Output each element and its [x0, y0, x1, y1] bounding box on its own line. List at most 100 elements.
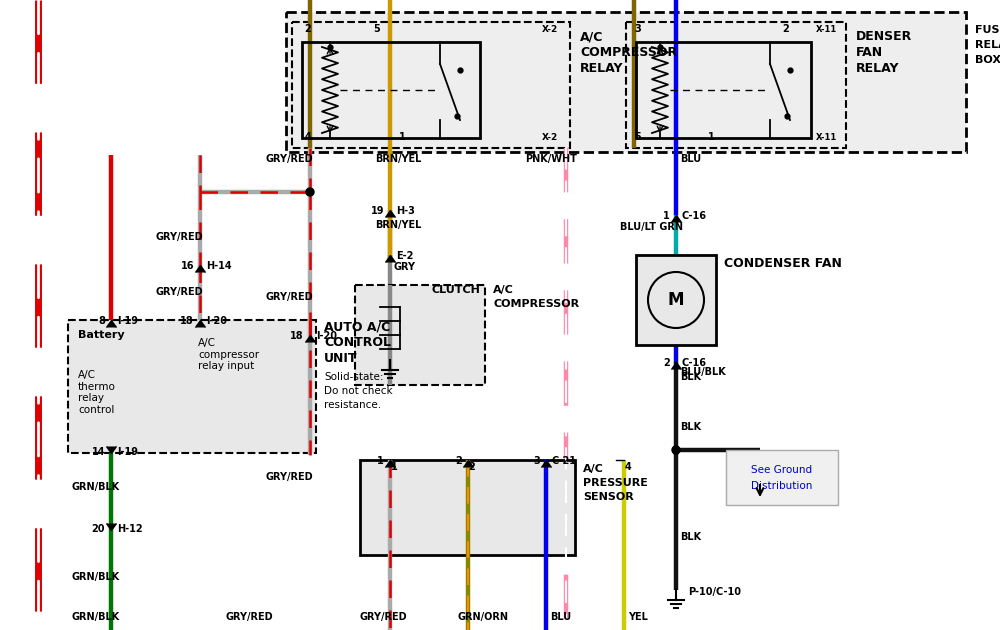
- Circle shape: [672, 446, 680, 454]
- Circle shape: [306, 188, 314, 196]
- Text: DENSER: DENSER: [856, 30, 912, 43]
- Text: GRY/RED: GRY/RED: [155, 287, 203, 297]
- Text: 5: 5: [374, 24, 380, 34]
- Text: RELAY: RELAY: [856, 62, 900, 75]
- Text: 1: 1: [708, 132, 714, 142]
- Text: COMPRESSOR: COMPRESSOR: [580, 46, 677, 59]
- Text: SENSOR: SENSOR: [583, 492, 634, 502]
- Text: C-16: C-16: [682, 358, 707, 368]
- Text: BLK: BLK: [680, 372, 701, 382]
- Text: H-3: H-3: [396, 206, 415, 216]
- Bar: [636, 42, 811, 138]
- Bar: [292, 22, 570, 148]
- Bar: [286, 12, 966, 152]
- Text: CONDENSER FAN: CONDENSER FAN: [724, 257, 842, 270]
- Text: RELAY: RELAY: [580, 62, 624, 75]
- Text: 19: 19: [370, 206, 384, 216]
- Text: BOX: BOX: [975, 55, 1000, 65]
- Bar: [636, 255, 716, 345]
- Text: GRN/BLK: GRN/BLK: [72, 572, 120, 582]
- Bar: [626, 22, 846, 148]
- Text: 14: 14: [92, 447, 105, 457]
- Text: Do not check: Do not check: [324, 386, 393, 396]
- Text: BLU/BLK: BLU/BLK: [680, 367, 726, 377]
- Text: H-14: H-14: [206, 261, 232, 271]
- Bar: [68, 320, 316, 453]
- Text: C-16: C-16: [682, 211, 707, 221]
- Text: A/C: A/C: [583, 464, 604, 474]
- Text: I-20: I-20: [316, 331, 337, 341]
- Text: BLK: BLK: [680, 422, 701, 432]
- Text: 2: 2: [455, 456, 462, 466]
- Text: 16: 16: [180, 261, 194, 271]
- Text: GRN/BLK: GRN/BLK: [72, 612, 120, 622]
- Text: CONTROL: CONTROL: [324, 336, 391, 349]
- Text: 3: 3: [635, 24, 641, 34]
- Text: X-2: X-2: [542, 25, 558, 34]
- Bar: [726, 450, 838, 505]
- Text: FUSE/: FUSE/: [975, 25, 1000, 35]
- Circle shape: [648, 272, 704, 328]
- Text: 18: 18: [180, 316, 194, 326]
- Text: PRESSURE: PRESSURE: [583, 478, 648, 488]
- Text: I-20: I-20: [206, 316, 227, 326]
- Text: 2: 2: [663, 358, 670, 368]
- Text: See Ground: See Ground: [751, 465, 813, 475]
- Text: M: M: [668, 291, 684, 309]
- Text: Distribution: Distribution: [751, 481, 813, 491]
- Text: UNIT: UNIT: [324, 352, 358, 365]
- Text: GRY/RED: GRY/RED: [225, 612, 273, 622]
- Text: BLK: BLK: [680, 532, 701, 542]
- Text: 2: 2: [305, 24, 311, 34]
- Bar: [355, 285, 485, 385]
- Text: 20: 20: [92, 524, 105, 534]
- Text: BLU/LT GRN: BLU/LT GRN: [620, 222, 683, 232]
- Text: 4: 4: [305, 132, 311, 142]
- Text: GRY/RED: GRY/RED: [265, 292, 313, 302]
- Text: A/C: A/C: [493, 285, 514, 295]
- Text: 1: 1: [391, 462, 397, 472]
- Text: Battery: Battery: [78, 330, 125, 340]
- Text: 4: 4: [625, 462, 631, 472]
- Text: BRN/YEL: BRN/YEL: [375, 154, 421, 164]
- Text: X-11: X-11: [815, 25, 837, 34]
- Text: 1: 1: [377, 456, 384, 466]
- Text: GRY: GRY: [393, 262, 415, 272]
- Text: I-19: I-19: [117, 316, 138, 326]
- Text: GRN/BLK: GRN/BLK: [72, 482, 120, 492]
- Text: YEL: YEL: [628, 612, 648, 622]
- Text: GRY/RED: GRY/RED: [155, 232, 203, 242]
- Text: GRY/RED: GRY/RED: [360, 612, 408, 622]
- Text: CLUTCH: CLUTCH: [431, 285, 480, 295]
- Text: C-21: C-21: [552, 456, 577, 466]
- Text: BRN/YEL: BRN/YEL: [375, 220, 421, 230]
- Text: GRY/RED: GRY/RED: [265, 154, 313, 164]
- Text: PNK/WHT: PNK/WHT: [525, 154, 577, 164]
- Text: GRN/ORN: GRN/ORN: [458, 612, 509, 622]
- Text: 8: 8: [98, 316, 105, 326]
- Text: 5: 5: [635, 132, 641, 142]
- Text: RELAY: RELAY: [975, 40, 1000, 50]
- Text: BLU: BLU: [680, 154, 701, 164]
- Text: 1: 1: [663, 211, 670, 221]
- Text: resistance.: resistance.: [324, 400, 381, 410]
- Text: I-19: I-19: [117, 447, 138, 457]
- Text: Solid-state:: Solid-state:: [324, 372, 384, 382]
- Text: 1: 1: [399, 132, 405, 142]
- Text: A/C
thermo
relay
control: A/C thermo relay control: [78, 370, 116, 415]
- Text: P-10/C-10: P-10/C-10: [688, 587, 741, 597]
- Text: 3: 3: [533, 456, 540, 466]
- Bar: [360, 460, 575, 555]
- Bar: [302, 42, 480, 138]
- Text: H-12: H-12: [117, 524, 143, 534]
- Text: E-2: E-2: [396, 251, 413, 261]
- Text: 2: 2: [783, 24, 789, 34]
- Text: X-11: X-11: [815, 133, 837, 142]
- Text: 2: 2: [469, 462, 475, 472]
- Text: X-2: X-2: [542, 133, 558, 142]
- Text: BLU: BLU: [550, 612, 571, 622]
- Text: A/C
compressor
relay input: A/C compressor relay input: [198, 338, 259, 371]
- Text: 18: 18: [290, 331, 304, 341]
- Text: COMPRESSOR: COMPRESSOR: [493, 299, 579, 309]
- Text: AUTO A/C: AUTO A/C: [324, 320, 390, 333]
